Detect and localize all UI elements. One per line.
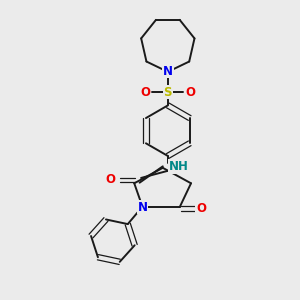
Text: N: N	[163, 65, 173, 78]
Text: O: O	[140, 85, 150, 98]
Text: O: O	[105, 173, 115, 186]
Text: S: S	[164, 85, 172, 98]
Text: NH: NH	[169, 160, 189, 173]
Text: O: O	[196, 202, 206, 215]
Text: N: N	[138, 201, 148, 214]
Text: O: O	[186, 85, 196, 98]
